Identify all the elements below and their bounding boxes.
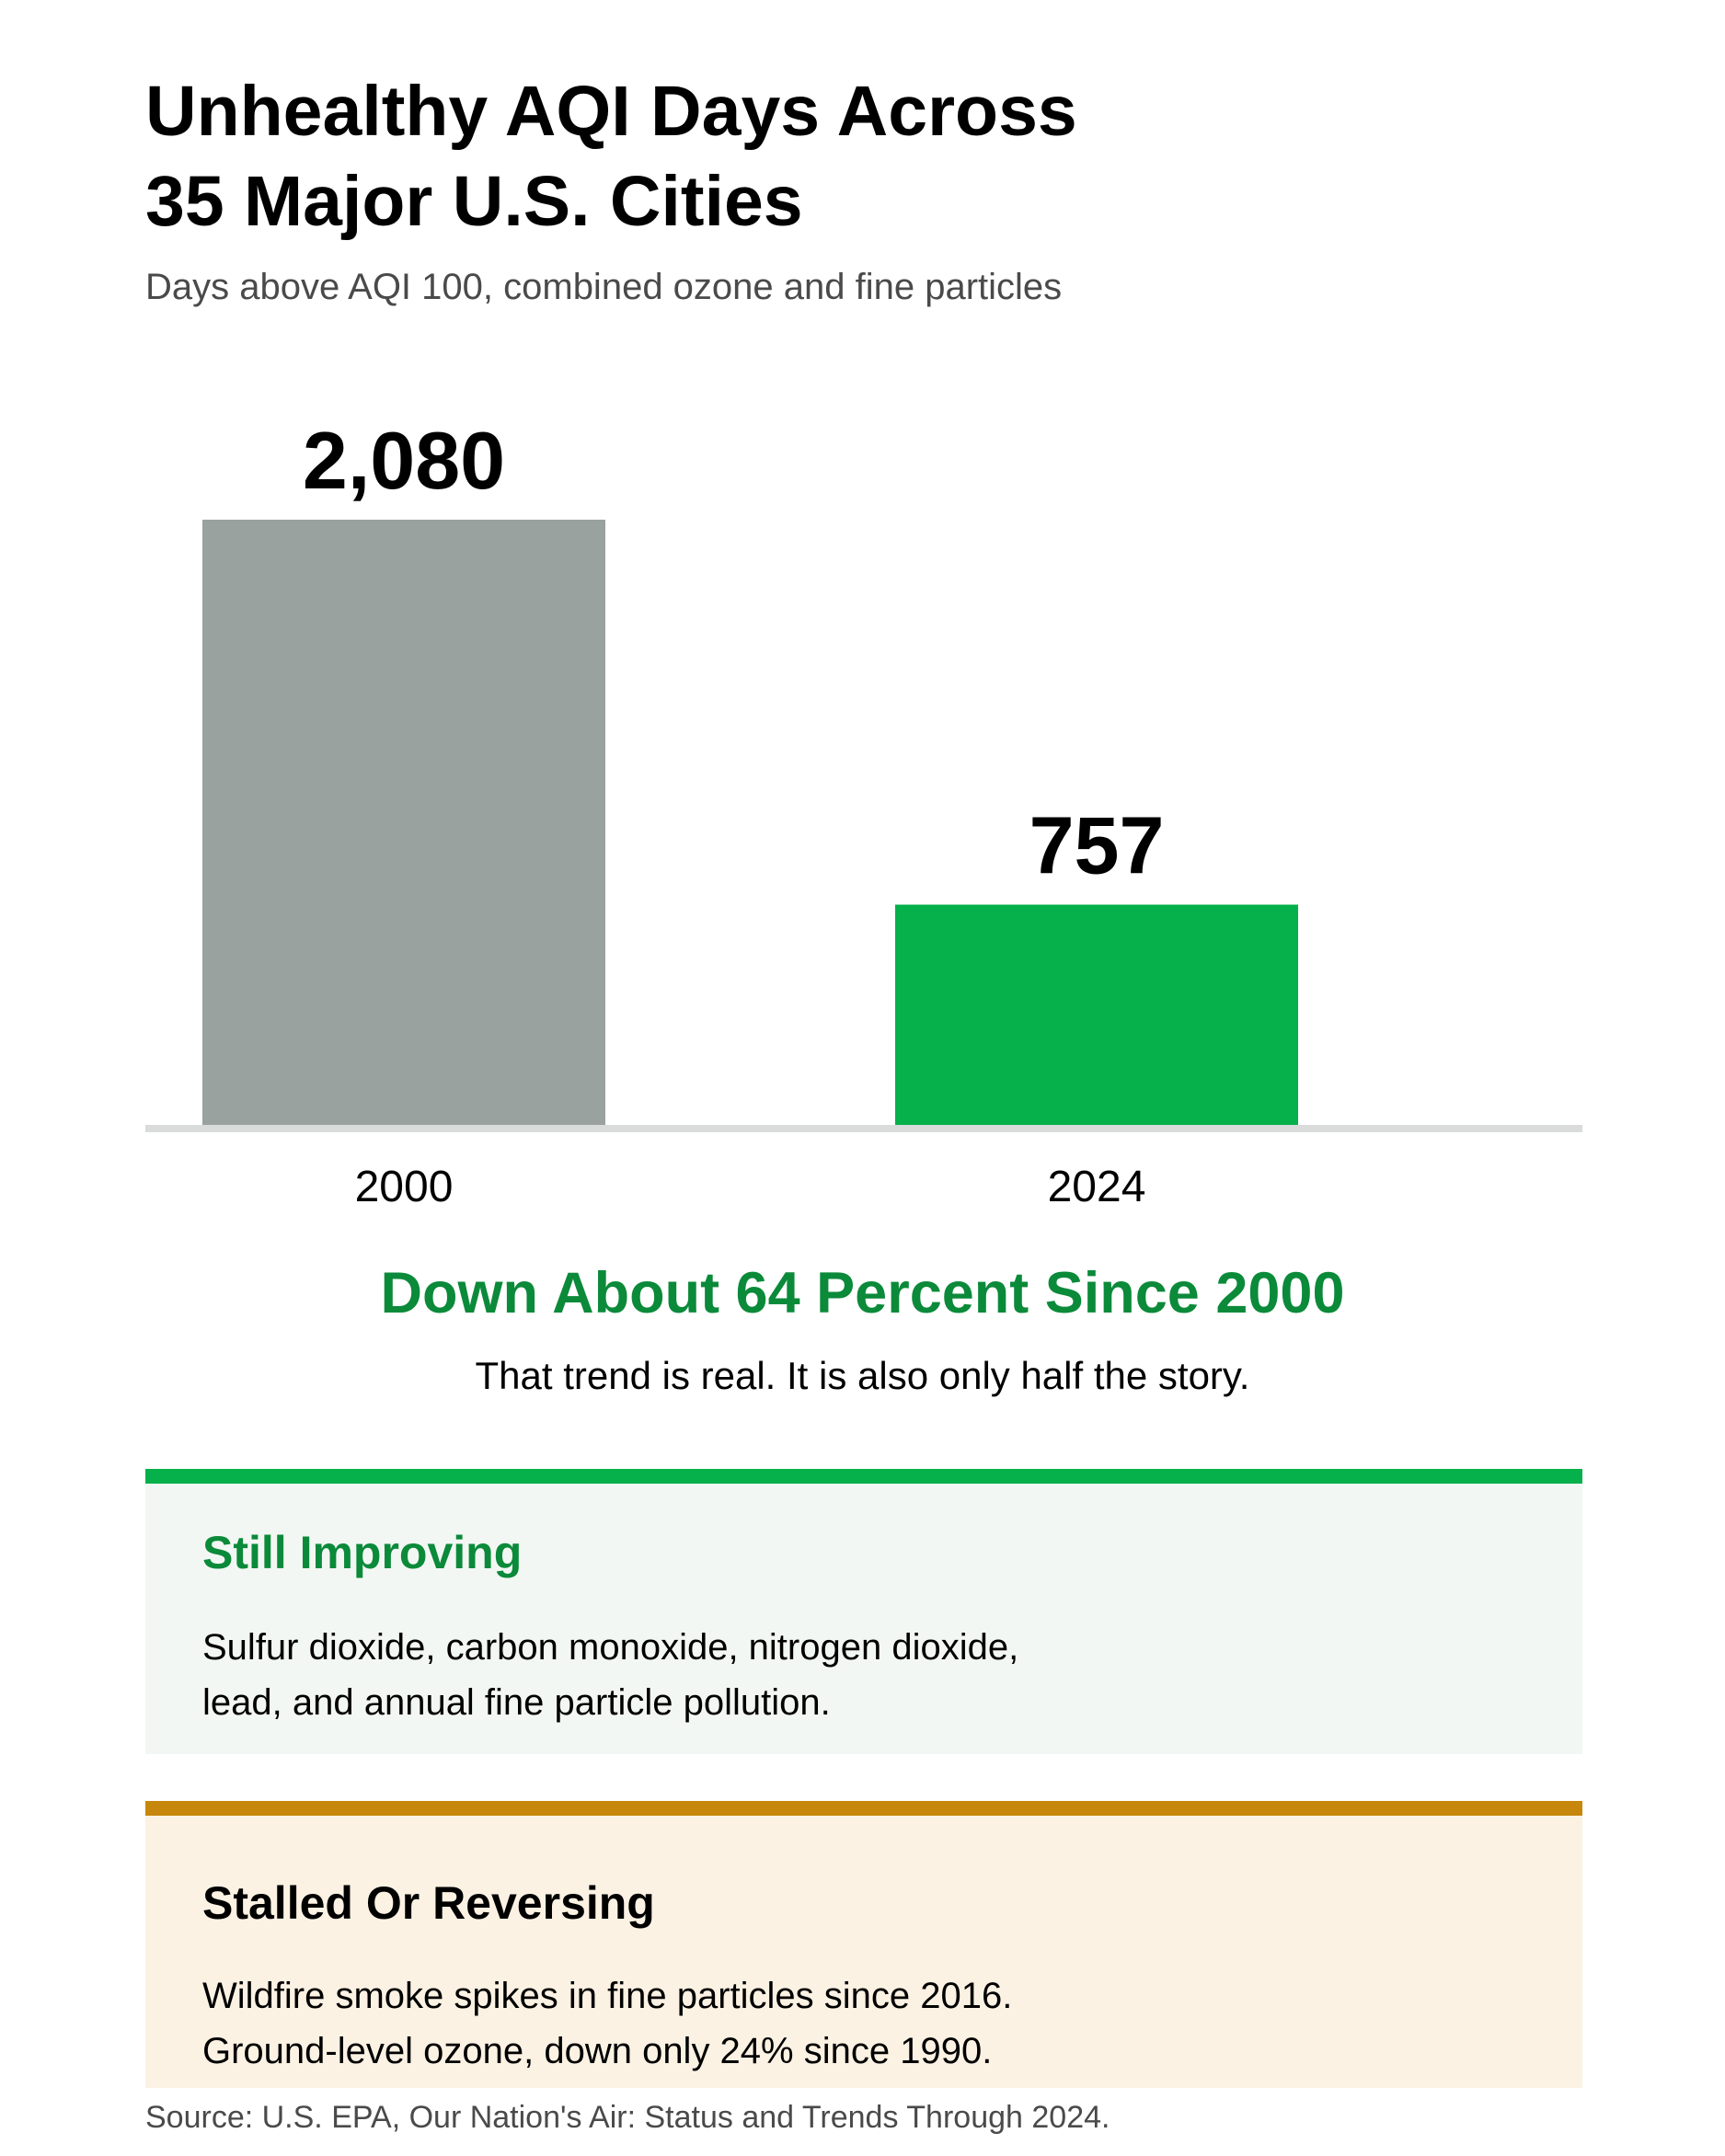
still-improving-line2: lead, and annual fine particle pollution…: [202, 1682, 831, 1723]
stalled-reversing-panel: Stalled Or Reversing Wildfire smoke spik…: [145, 1801, 1582, 2088]
category-label-2024: 2024: [1048, 1163, 1146, 1211]
chart-title-line2: 35 Major U.S. Cities: [145, 162, 803, 241]
chart-subtitle: Days above AQI 100, combined ozone and f…: [145, 267, 1063, 307]
stalled-reversing-body: Wildfire smoke spikes in fine particles …: [202, 1968, 1012, 2079]
value-label-2024: 757: [1029, 800, 1165, 891]
bar-chart: 2,080 2000 757 2024: [145, 415, 1582, 1211]
still-improving-line1: Sulfur dioxide, carbon monoxide, nitroge…: [202, 1627, 1019, 1668]
bar-2024: [895, 904, 1298, 1125]
stalled-reversing-line2: Ground-level ozone, down only 24% since …: [202, 2031, 993, 2071]
bars-group: [202, 520, 1298, 1125]
still-improving-body: Sulfur dioxide, carbon monoxide, nitroge…: [202, 1620, 1018, 1730]
category-label-2000: 2000: [355, 1163, 454, 1211]
still-improving-panel: Still Improving Sulfur dioxide, carbon m…: [145, 1469, 1582, 1754]
still-improving-title: Still Improving: [202, 1527, 523, 1578]
source-note: Source: U.S. EPA, Our Nation's Air: Stat…: [145, 2100, 1110, 2135]
value-label-2000: 2,080: [303, 415, 505, 506]
stalled-reversing-title: Stalled Or Reversing: [202, 1877, 655, 1929]
chart-title: Unhealthy AQI Days Across 35 Major U.S. …: [145, 66, 1341, 247]
summary-headline: Down About 64 Percent Since 2000: [380, 1261, 1345, 1325]
labels-group: 2,080 2000 757 2024: [303, 415, 1165, 1211]
chart-title-line1: Unhealthy AQI Days Across: [145, 72, 1077, 151]
bar-2000: [202, 520, 605, 1125]
summary-subhead: That trend is real. It is also only half…: [475, 1354, 1250, 1397]
stalled-reversing-line1: Wildfire smoke spikes in fine particles …: [202, 1976, 1013, 2016]
